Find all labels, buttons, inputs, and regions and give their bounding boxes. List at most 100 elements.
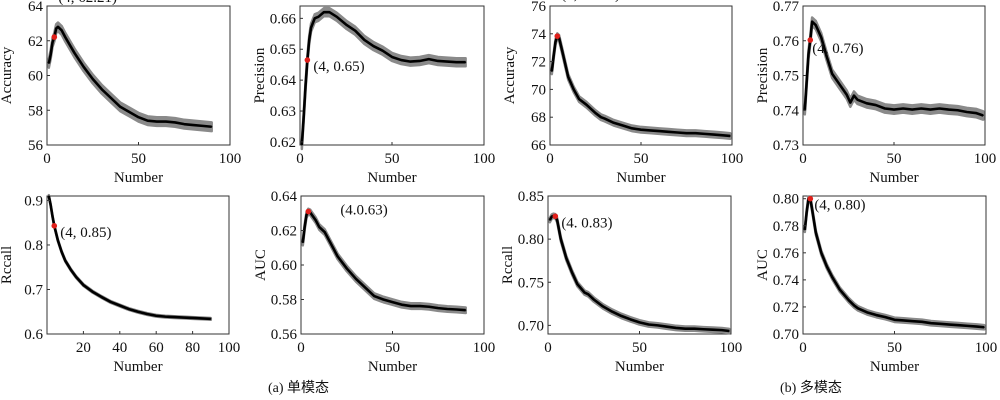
data-point (373, 45, 375, 47)
highlight-label: (4.0.63) (340, 203, 388, 219)
x-tick-label: 0 (296, 151, 304, 167)
data-point (806, 211, 808, 213)
data-point (323, 11, 325, 13)
data-point (183, 123, 185, 125)
y-axis-label: Accuracy (0, 46, 15, 104)
y-axis-label: Rccall (500, 246, 516, 284)
data-point (174, 121, 176, 124)
data-point (364, 286, 366, 289)
data-point (314, 17, 316, 19)
data-point (455, 61, 457, 63)
data-point (826, 265, 828, 267)
data-point (192, 124, 194, 126)
data-point (658, 130, 660, 132)
x-tick-label: 0 (544, 340, 552, 356)
data-point (811, 208, 813, 211)
data-point (826, 55, 828, 57)
data-point (310, 27, 312, 29)
y-tick-label: 0.62 (270, 135, 296, 151)
y-axis-label: Rccall (0, 246, 15, 284)
data-point (948, 323, 951, 326)
highlight-point (807, 195, 814, 202)
data-point (848, 299, 850, 301)
x-tick-label: 0 (799, 340, 807, 356)
y-tick-label: 70 (531, 82, 546, 98)
data-point (573, 88, 575, 90)
data-point (684, 328, 686, 330)
data-point (329, 241, 331, 244)
data-point (811, 21, 813, 23)
x-tick-label: 50 (634, 151, 649, 167)
data-point (920, 107, 922, 110)
data-point (410, 305, 412, 307)
data-point (57, 26, 59, 28)
plot-frame (802, 195, 987, 335)
data-point (315, 219, 317, 221)
data-point (675, 327, 677, 329)
data-point (838, 83, 841, 85)
data-point (551, 70, 553, 72)
y-tick-label: 74 (531, 27, 547, 43)
x-tick-label: 50 (385, 151, 400, 167)
data-point (713, 133, 715, 136)
series-line (300, 10, 466, 146)
confidence-band (47, 21, 213, 133)
x-tick-label: 100 (473, 151, 496, 167)
data-point (119, 304, 121, 307)
x-axis-label: Number (367, 170, 416, 186)
data-point (556, 219, 558, 221)
y-tick-label: 0.60 (271, 258, 297, 274)
y-tick-label: 0.80 (518, 232, 544, 248)
data-point (957, 109, 959, 111)
subplot-6: (4.0.63) 0.56 0.58 0.60 0.62 0.64 0 50 100 Number… (253, 189, 495, 375)
data-point (560, 238, 562, 240)
data-point (465, 61, 467, 63)
subplot-7: (4. 0.83) 0.70 0.75 0.80 0.85 0 50 100 Number Rcc… (500, 189, 742, 375)
data-point (61, 29, 63, 31)
data-point (60, 251, 63, 253)
y-axis-label: Precision (252, 47, 268, 103)
y-tick-label: 58 (28, 103, 43, 119)
y-tick-label: 0.80 (773, 192, 799, 208)
data-point (640, 129, 642, 131)
plot-frame (46, 195, 230, 335)
highlight-point (554, 33, 561, 39)
data-point (192, 317, 194, 319)
data-point (966, 111, 968, 113)
series-line (301, 210, 466, 312)
data-point (50, 54, 52, 56)
data-point (957, 324, 960, 326)
y-axis-label: AUC (755, 249, 771, 281)
x-axis-label: Number (114, 170, 163, 186)
data-point (620, 315, 622, 317)
subplot-4: (4, 0.76) 0.73 0.74 0.75 0.76 0.77 0 50 100 Numbe… (755, 0, 996, 186)
confidence-band (550, 32, 732, 140)
y-tick-label: 56 (28, 138, 44, 154)
confidence-band (803, 16, 985, 121)
data-point (857, 307, 859, 309)
data-point (649, 129, 651, 132)
data-point (806, 81, 808, 84)
x-tick-label: 100 (974, 151, 997, 167)
series-line (803, 197, 985, 329)
y-tick-label: 0.64 (271, 189, 298, 205)
data-point (657, 324, 659, 326)
data-point (976, 325, 978, 328)
x-axis-label: Number (616, 170, 665, 186)
data-point (82, 284, 84, 286)
data-point (48, 195, 50, 197)
data-point (156, 120, 158, 123)
data-point (382, 50, 384, 52)
y-tick-label: 0.70 (518, 318, 544, 334)
data-point (578, 98, 580, 100)
data-point (807, 54, 810, 56)
subplot-2: (4, 0.65) 0.62 0.63 0.64 0.65 0.66 0 50 100 Numbe… (252, 5, 496, 186)
data-point (562, 52, 564, 54)
y-tick-label: 0.9 (24, 193, 43, 209)
highlight-point (552, 213, 559, 220)
data-point (165, 120, 167, 123)
x-tick-label: 100 (473, 340, 496, 356)
y-tick-label: 0.75 (518, 275, 544, 291)
data-point (337, 255, 339, 257)
